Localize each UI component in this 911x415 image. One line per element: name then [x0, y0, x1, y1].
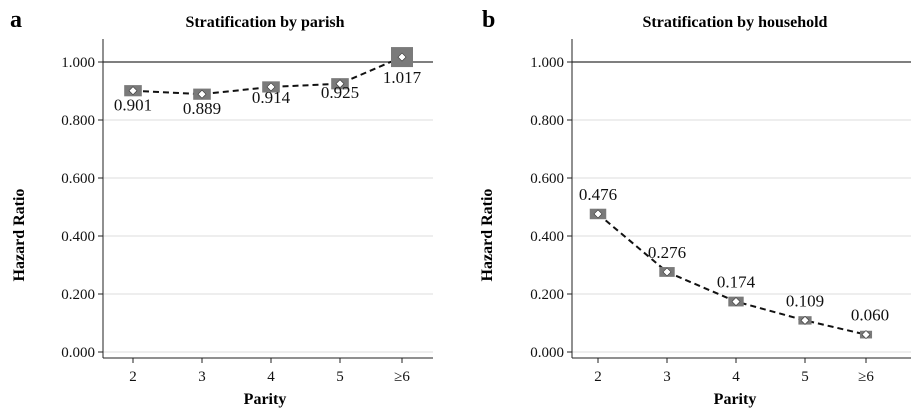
y-tick-label-a: 0.200: [61, 287, 95, 303]
data-label-b: 0.276: [648, 243, 686, 262]
y-tick-label-a: 1.000: [61, 55, 95, 71]
chart-panel-b: b Stratification by household Hazard Rat…: [479, 7, 911, 408]
data-point-diamond-b: [800, 315, 810, 325]
data-label-a: 0.914: [252, 88, 291, 107]
chart-title-a: Stratification by parish: [185, 14, 344, 31]
x-tick-label-b: 2: [594, 369, 602, 385]
axes-b: [571, 39, 911, 359]
data-label-a: 0.889: [183, 99, 221, 118]
x-ticks-a: 2 3 4 5 ≥6: [129, 358, 410, 385]
y-ticks-b: 0.000 0.200 0.400 0.600 0.800 1.000: [530, 55, 572, 361]
series-b: [589, 208, 873, 340]
data-point-diamond-a: [128, 86, 138, 96]
data-point-diamond-b: [662, 267, 672, 277]
y-ticks-a: 0.000 0.200 0.400 0.600 0.800 1.000: [61, 55, 103, 361]
data-label-a: 0.901: [114, 96, 152, 115]
y-axis-label-b: Hazard Ratio: [479, 189, 496, 282]
chart-panel-a: a Stratification by parish Hazard Ratio …: [10, 7, 433, 408]
gridlines-b: [572, 61, 911, 353]
x-tick-label-b: 4: [732, 369, 740, 385]
x-tick-label-a: 3: [198, 369, 206, 385]
axes-a: [102, 39, 433, 359]
y-tick-label-a: 0.400: [61, 229, 95, 245]
panel-label-b: b: [482, 7, 495, 33]
x-ticks-b: 2 3 4 5 ≥6: [594, 358, 874, 385]
y-tick-label-a: 0.800: [61, 113, 95, 129]
data-label-b: 0.174: [717, 273, 756, 292]
y-tick-label-a: 0.000: [61, 345, 95, 361]
y-tick-label-b: 0.600: [530, 171, 564, 187]
data-label-a: 1.017: [383, 68, 422, 87]
data-point-diamond-b: [731, 297, 741, 306]
data-labels-b: 0.476 0.276 0.174 0.109 0.060: [579, 185, 889, 325]
data-label-a: 0.925: [321, 83, 359, 102]
y-tick-label-b: 0.400: [530, 229, 564, 245]
y-tick-label-a: 0.600: [61, 171, 95, 187]
x-tick-label-a: ≥6: [394, 369, 410, 385]
x-tick-label-b: 5: [801, 369, 809, 385]
x-tick-label-b: 3: [663, 369, 671, 385]
x-axis-label-b: Parity: [714, 391, 757, 408]
data-labels-a: 0.901 0.889 0.914 0.925 1.017: [114, 68, 422, 118]
y-tick-label-b: 0.200: [530, 287, 564, 303]
data-point-diamond-a: [266, 82, 276, 92]
data-label-b: 0.060: [851, 306, 889, 325]
y-tick-label-b: 1.000: [530, 55, 564, 71]
panel-label-a: a: [10, 7, 22, 33]
series-a: [124, 47, 413, 100]
data-point-diamond-a: [397, 52, 407, 62]
gridlines-a: [103, 61, 433, 353]
x-tick-label-b: ≥6: [858, 369, 874, 385]
y-tick-label-b: 0.800: [530, 113, 564, 129]
chart-title-b: Stratification by household: [643, 14, 828, 31]
data-point-diamond-a: [335, 79, 345, 89]
data-point-diamond-a: [197, 89, 207, 99]
x-tick-label-a: 2: [129, 369, 137, 385]
data-label-b: 0.476: [579, 185, 617, 204]
y-axis-label-a: Hazard Ratio: [11, 189, 28, 282]
x-axis-label-a: Parity: [244, 391, 287, 408]
data-label-b: 0.109: [786, 291, 824, 310]
data-point-diamond-b: [593, 209, 603, 219]
data-point-diamond-b: [861, 330, 871, 340]
y-tick-label-b: 0.000: [530, 345, 564, 361]
series-line-a: [132, 56, 403, 96]
x-tick-label-a: 5: [336, 369, 344, 385]
x-tick-label-a: 4: [267, 369, 275, 385]
